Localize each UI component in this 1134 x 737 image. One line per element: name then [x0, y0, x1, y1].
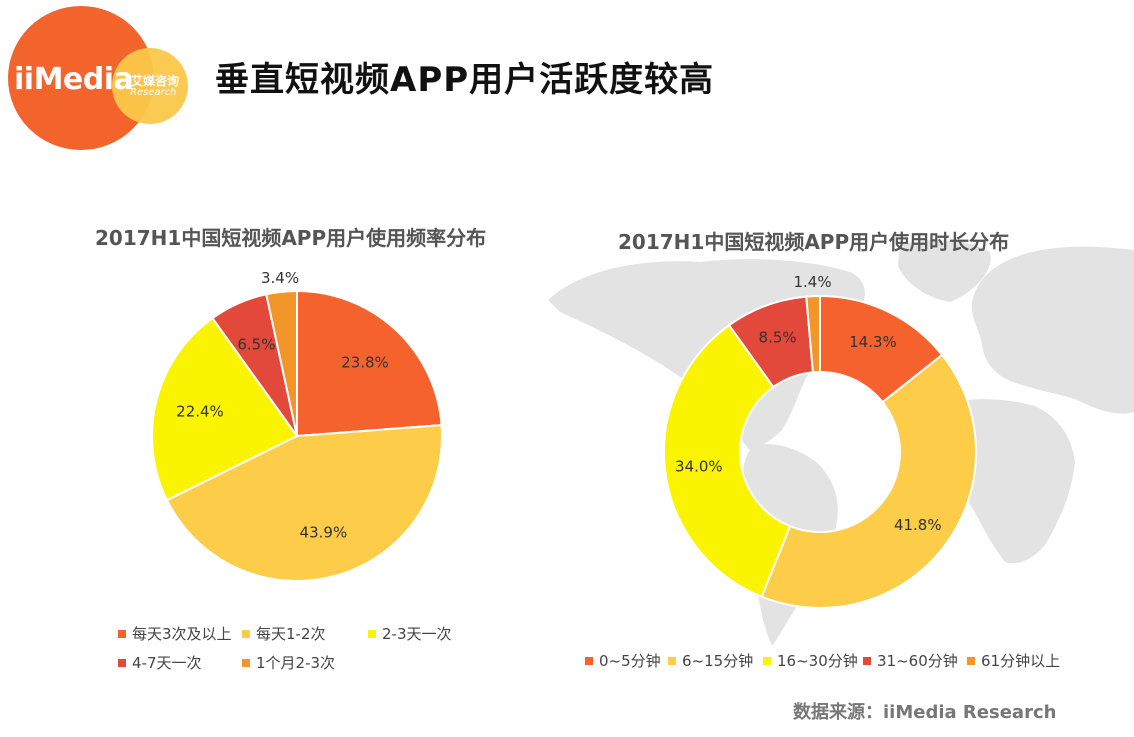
legend-label: 61分钟以上 [981, 652, 1061, 670]
legend-item-1-0: 0~5分钟 [585, 650, 661, 671]
slice-1-1 [760, 353, 977, 609]
slice-label-1-4: 1.4% [793, 273, 831, 291]
logo-text-cn: 艾媒咨询 [131, 74, 180, 88]
logo: iiMedia 艾媒咨询 Research [0, 0, 200, 150]
legend-item-1-4: 61分钟以上 [967, 650, 1060, 671]
legend-label: 1个月2-3次 [256, 654, 336, 672]
chart-title-frequency: 2017H1中国短视频APP用户使用频率分布 [95, 226, 487, 250]
legend-item-1-1: 6~15分钟 [668, 650, 753, 671]
legend-label: 16~30分钟 [777, 652, 858, 670]
legend-swatch [967, 656, 975, 665]
slice-0-2 [151, 316, 299, 502]
legend-swatch [118, 658, 126, 667]
slice-label-1-1: 41.8% [894, 516, 942, 534]
logo-text: iiMedia [14, 62, 134, 97]
logo-circle-small [112, 48, 188, 124]
legend-item-0-2: 2-3天一次 [368, 623, 452, 644]
slice-label-0-0: 23.8% [341, 354, 389, 372]
legend-label: 每天1-2次 [256, 625, 326, 643]
chart-title-duration: 2017H1中国短视频APP用户使用时长分布 [618, 230, 1010, 254]
legend-swatch [242, 629, 250, 638]
legend-label: 4-7天一次 [132, 654, 202, 672]
slice-0-4 [265, 289, 298, 437]
slice-label-1-3: 8.5% [759, 329, 797, 347]
map-eurasia [971, 246, 1134, 414]
legend-swatch [118, 629, 126, 638]
legend-swatch [585, 656, 593, 665]
slice-label-1-2: 34.0% [675, 458, 723, 476]
legend-label: 6~15分钟 [682, 652, 754, 670]
legend-item-1-2: 16~30分钟 [763, 650, 858, 671]
slice-label-1-0: 14.3% [849, 333, 897, 351]
legend-label: 2-3天一次 [382, 625, 452, 643]
slice-label-0-1: 43.9% [300, 523, 348, 541]
legend-swatch [668, 656, 676, 665]
legend-label: 每天3次及以上 [132, 625, 232, 643]
page-title: 垂直短视频APP用户活跃度较高 [215, 60, 715, 100]
slice-0-0 [296, 289, 443, 438]
data-source: 数据来源：iiMedia Research [793, 702, 1057, 723]
legend-label: 31~60分钟 [877, 652, 958, 670]
legend-swatch [368, 629, 376, 638]
legend-item-0-1: 每天1-2次 [242, 623, 326, 644]
map-greenland [898, 240, 991, 302]
legend-swatch [763, 656, 771, 665]
legend-label: 0~5分钟 [599, 652, 661, 670]
legend-item-0-3: 4-7天一次 [118, 652, 202, 673]
slice-1-4 [805, 294, 821, 374]
slice-0-1 [165, 424, 443, 582]
legend-item-0-0: 每天3次及以上 [118, 623, 232, 644]
slice-label-0-4: 3.4% [261, 269, 299, 287]
legend-swatch [863, 656, 871, 665]
legend-item-0-4: 1个月2-3次 [242, 652, 335, 673]
legend-item-1-3: 31~60分钟 [863, 650, 958, 671]
slice-label-0-2: 22.4% [176, 403, 224, 421]
slice-1-2 [663, 323, 792, 598]
legend-swatch [242, 658, 250, 667]
logo-text-en: Research [130, 87, 177, 98]
slice-label-0-3: 6.5% [237, 336, 275, 354]
